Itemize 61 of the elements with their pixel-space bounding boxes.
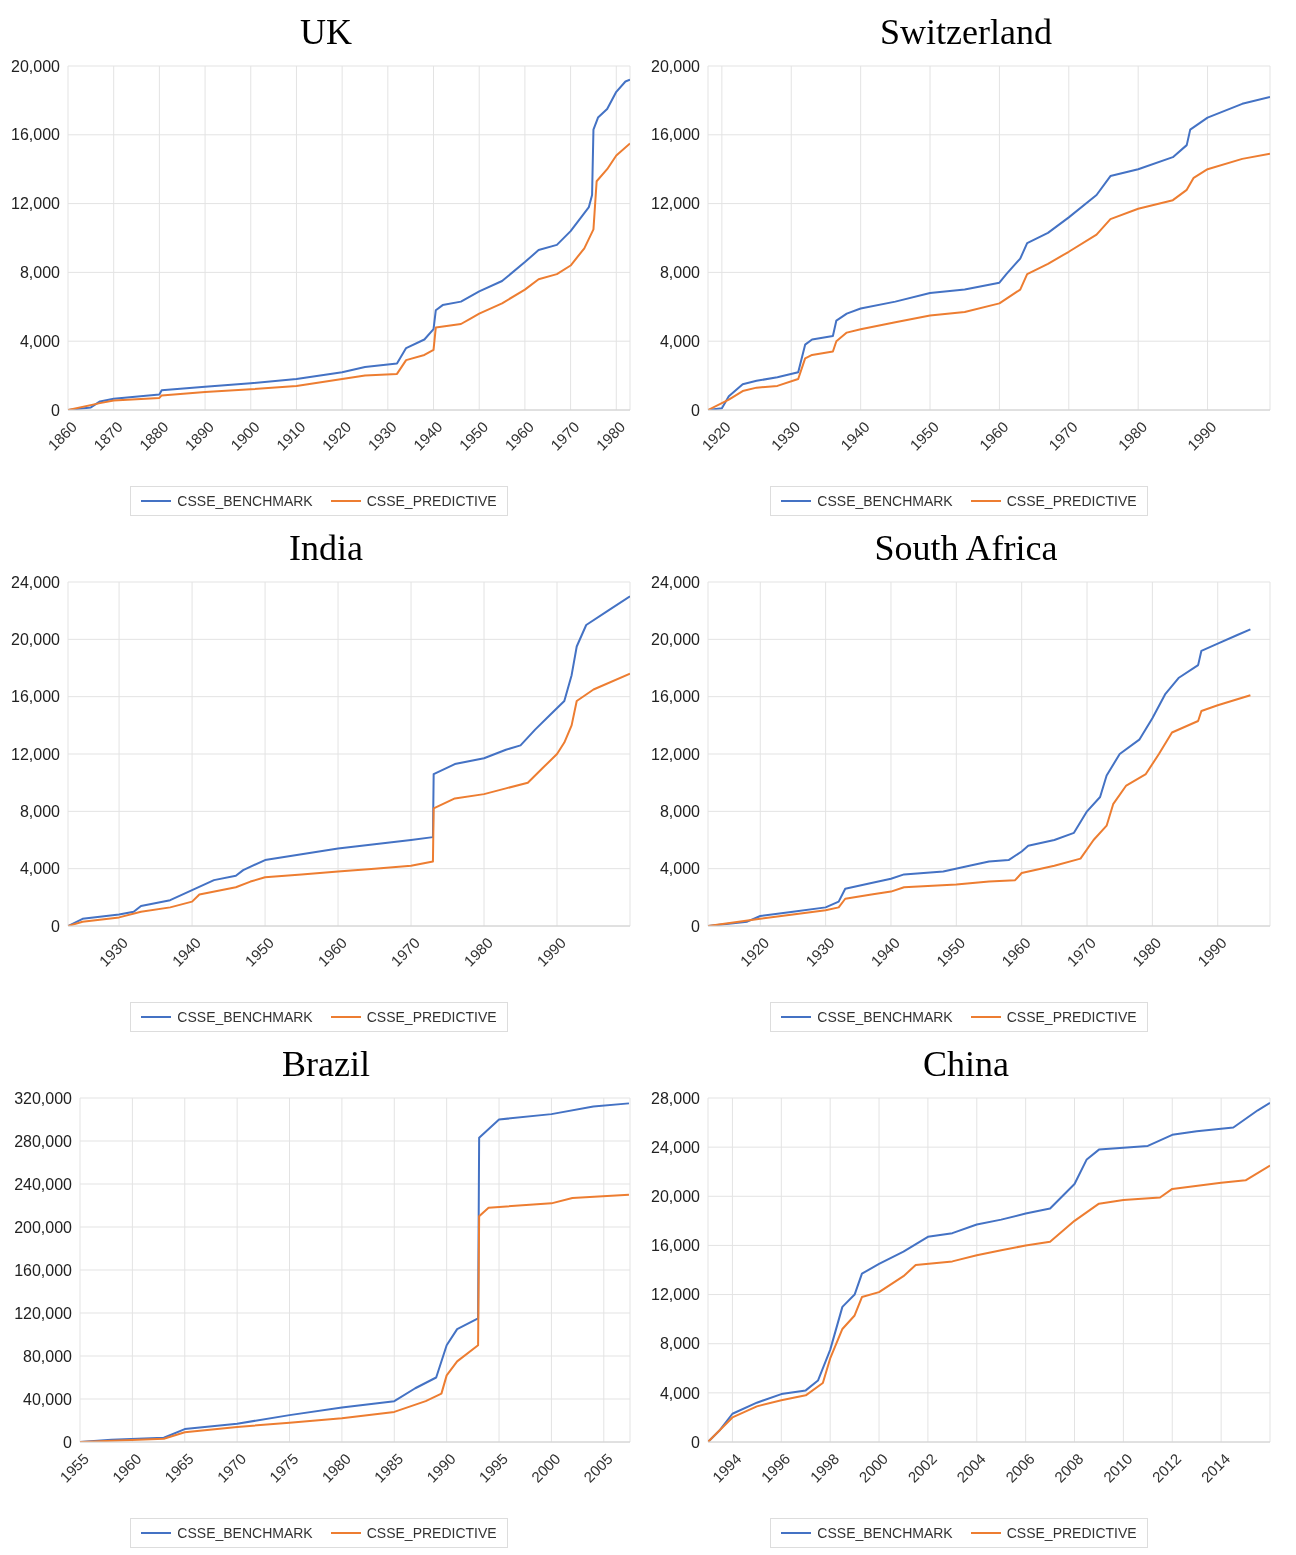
legend-label: CSSE_PREDICTIVE <box>366 1009 497 1025</box>
y-tick-label: 20,000 <box>651 631 701 649</box>
legend-label: CSSE_PREDICTIVE <box>1006 1525 1137 1541</box>
y-tick-label: 0 <box>691 401 701 419</box>
legend-label: CSSE_BENCHMARK <box>177 1525 313 1541</box>
legend-label: CSSE_BENCHMARK <box>177 1009 313 1025</box>
y-tick-label: 320,000 <box>14 1089 73 1107</box>
y-tick-label: 8,000 <box>19 803 61 821</box>
y-tick-label: 200,000 <box>14 1218 73 1236</box>
y-tick-label: 20,000 <box>11 631 61 649</box>
y-tick-label: 0 <box>691 917 701 935</box>
y-tick-label: 12,000 <box>651 745 701 763</box>
y-tick-label: 16,000 <box>651 688 701 706</box>
y-tick-label: 12,000 <box>651 1286 701 1304</box>
y-tick-label: 8,000 <box>659 803 701 821</box>
y-tick-label: 8,000 <box>19 264 61 282</box>
y-tick-label: 24,000 <box>651 1138 701 1156</box>
y-tick-label: 16,000 <box>651 126 701 144</box>
chart-title: UK <box>299 11 353 54</box>
y-tick-label: 280,000 <box>14 1132 73 1150</box>
legend-label: CSSE_PREDICTIVE <box>1006 1009 1137 1025</box>
y-tick-label: 0 <box>63 1433 73 1451</box>
chart-title: Switzerland <box>879 11 1053 54</box>
y-tick-label: 12,000 <box>11 745 61 763</box>
y-tick-label: 4,000 <box>19 860 61 878</box>
chart-title: China <box>922 1043 1010 1086</box>
legend-label: CSSE_BENCHMARK <box>817 493 953 509</box>
y-tick-label: 24,000 <box>11 573 61 591</box>
y-tick-label: 20,000 <box>11 57 61 75</box>
y-tick-label: 160,000 <box>14 1261 73 1279</box>
legend-label: CSSE_BENCHMARK <box>177 493 313 509</box>
y-tick-label: 12,000 <box>11 195 61 213</box>
y-tick-label: 0 <box>51 917 61 935</box>
y-tick-label: 20,000 <box>651 57 701 75</box>
y-tick-label: 4,000 <box>19 332 61 350</box>
y-tick-label: 0 <box>691 1433 701 1451</box>
y-tick-label: 8,000 <box>659 1335 701 1353</box>
y-tick-label: 8,000 <box>659 264 701 282</box>
y-tick-label: 120,000 <box>14 1304 73 1322</box>
chart-title: Brazil <box>281 1043 371 1086</box>
y-tick-label: 4,000 <box>659 1384 701 1402</box>
chart-title: South Africa <box>873 527 1059 570</box>
y-tick-label: 4,000 <box>659 860 701 878</box>
legend-label: CSSE_PREDICTIVE <box>366 1525 497 1541</box>
y-tick-label: 40,000 <box>23 1390 73 1408</box>
legend-label: CSSE_BENCHMARK <box>817 1009 953 1025</box>
y-tick-label: 16,000 <box>11 688 61 706</box>
y-tick-label: 28,000 <box>651 1089 701 1107</box>
y-tick-label: 4,000 <box>659 332 701 350</box>
legend-label: CSSE_PREDICTIVE <box>366 493 497 509</box>
y-tick-label: 20,000 <box>651 1187 701 1205</box>
legend-label: CSSE_PREDICTIVE <box>1006 493 1137 509</box>
y-tick-label: 16,000 <box>11 126 61 144</box>
y-tick-label: 24,000 <box>651 573 701 591</box>
y-tick-label: 240,000 <box>14 1175 73 1193</box>
chart-title: India <box>288 527 364 570</box>
y-tick-label: 80,000 <box>23 1347 73 1365</box>
y-tick-label: 0 <box>51 401 61 419</box>
y-tick-label: 12,000 <box>651 195 701 213</box>
y-tick-label: 16,000 <box>651 1237 701 1255</box>
legend-label: CSSE_BENCHMARK <box>817 1525 953 1541</box>
